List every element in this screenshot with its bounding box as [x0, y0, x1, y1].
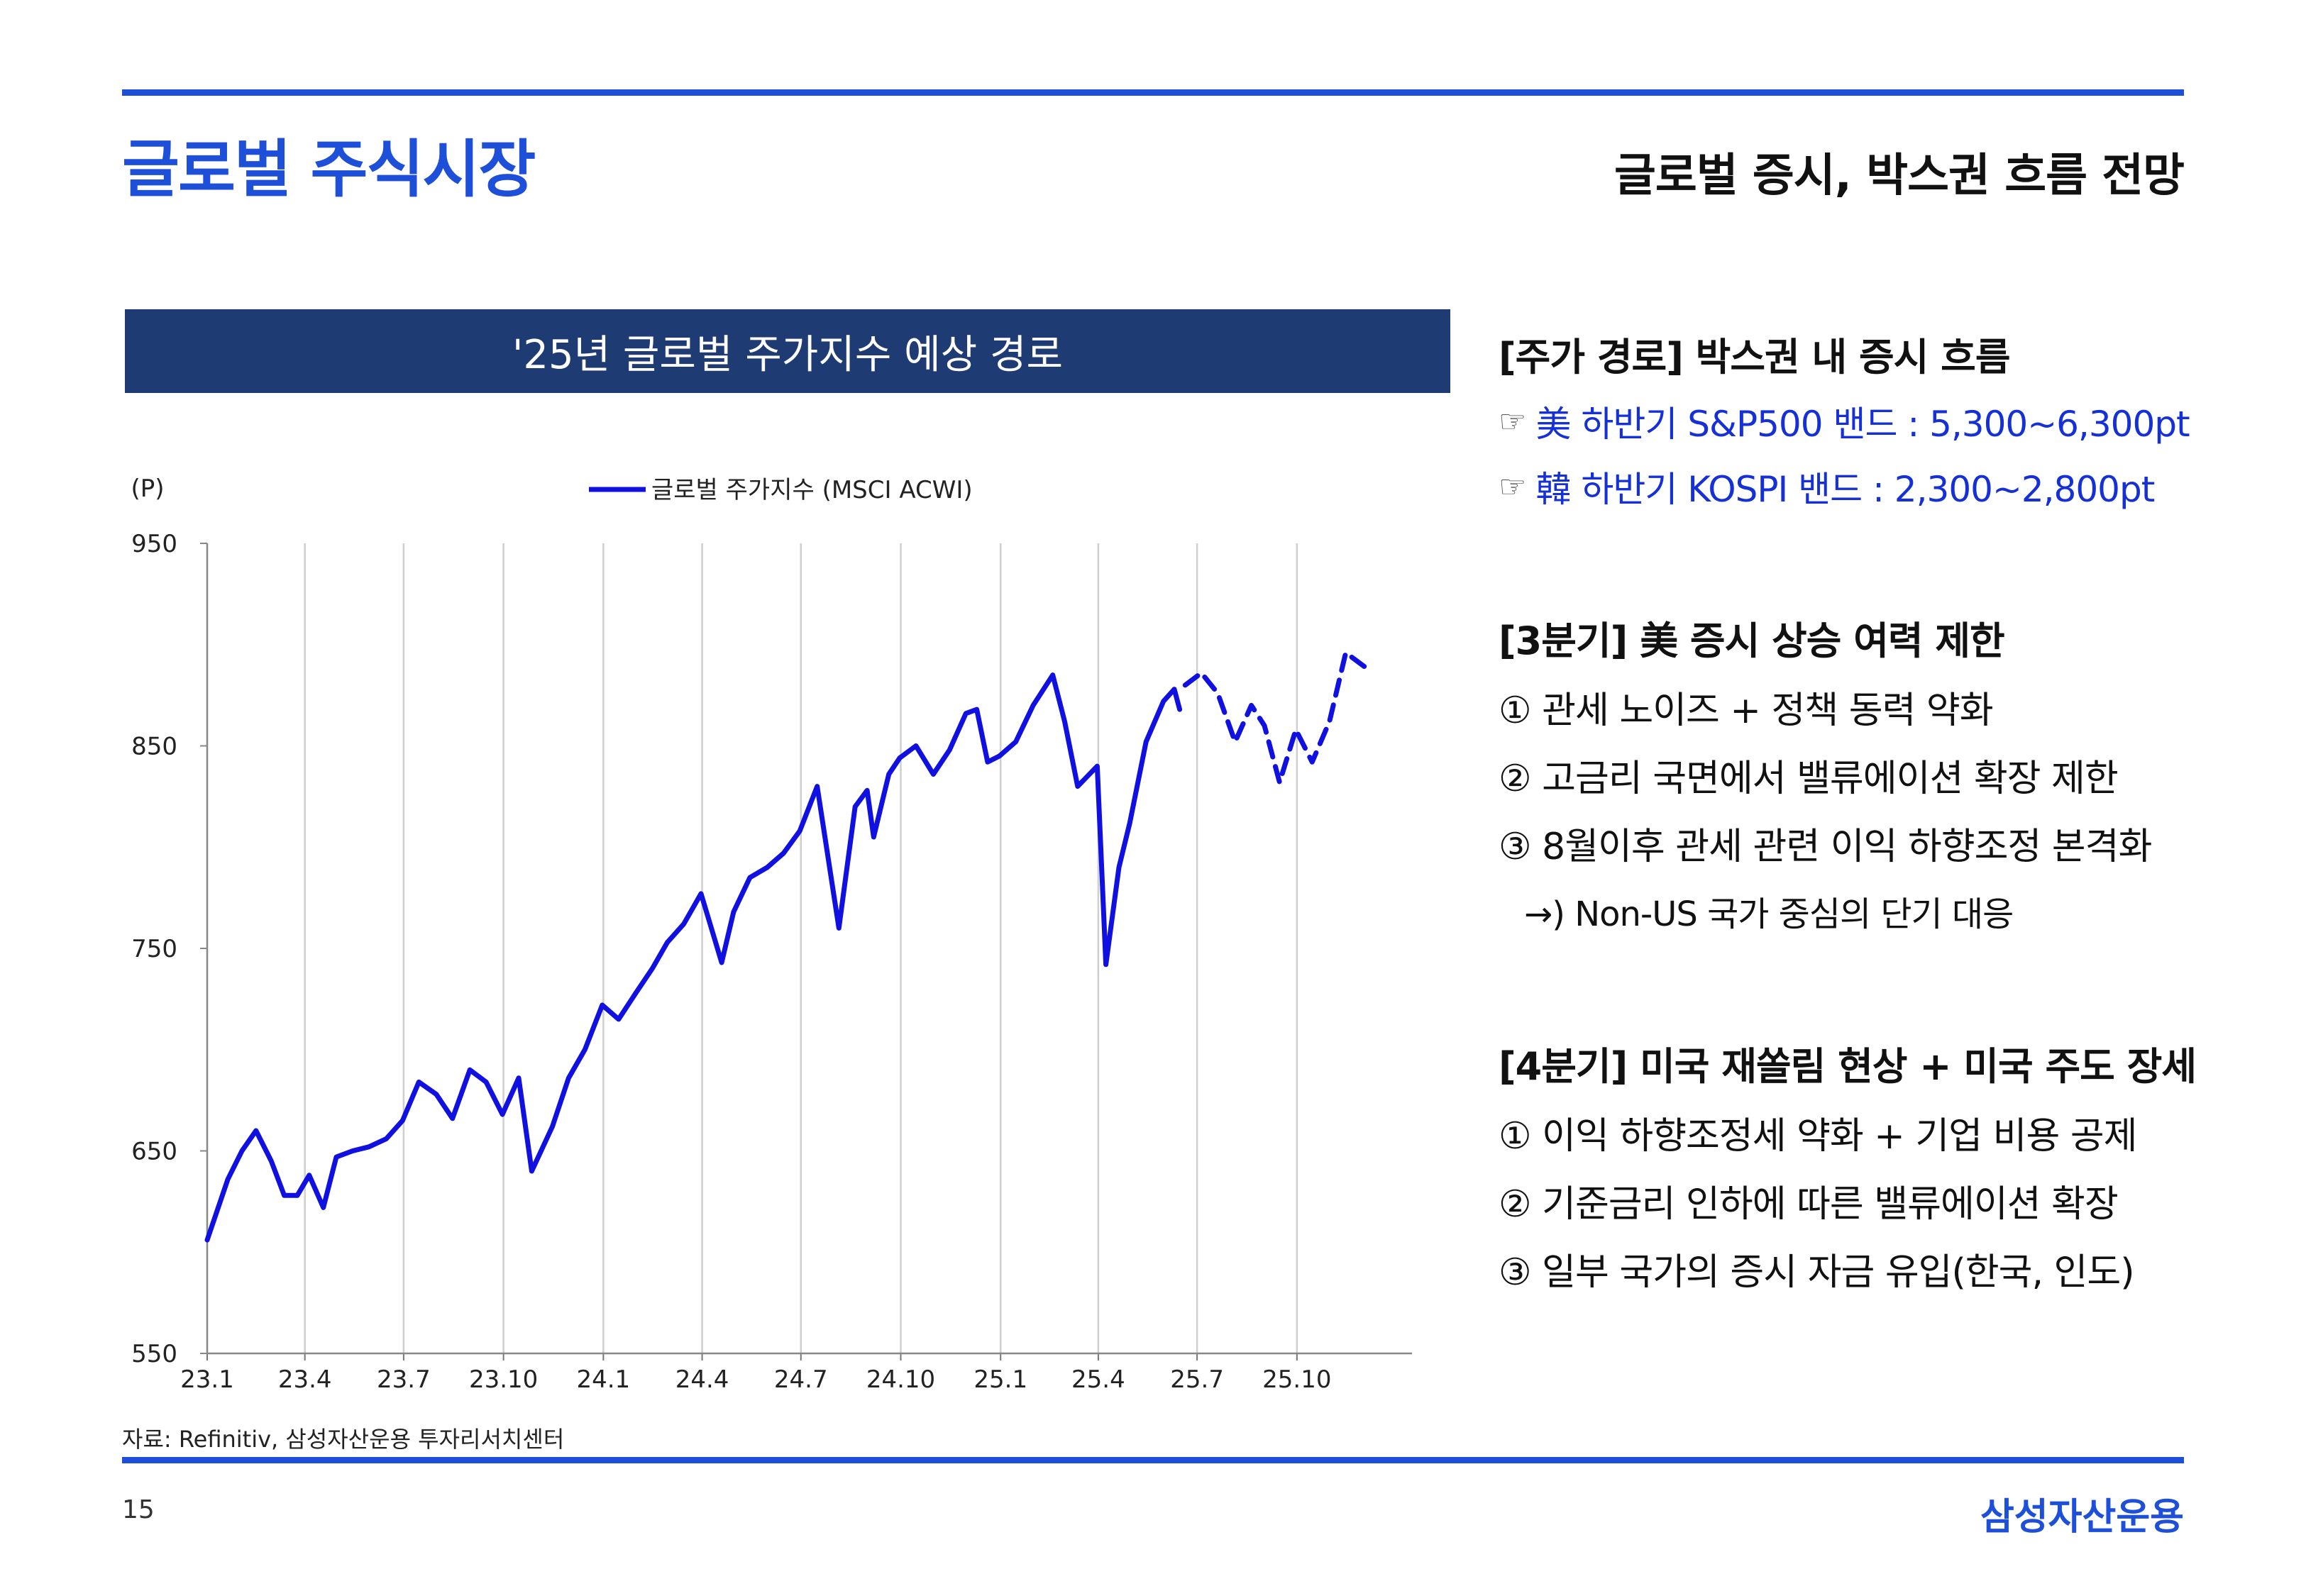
bullet-item: ① 이익 하향조정세 약화 + 기업 비용 공제 — [1499, 1114, 2138, 1158]
source-note: 자료: Refinitiv, 삼성자산운용 투자리서치센터 — [122, 1426, 565, 1453]
x-tick-label: 23.10 — [469, 1365, 538, 1394]
bottom-rule — [122, 1457, 2184, 1463]
band-item-text: 韓 하반기 KOSPI 밴드 : 2,300~2,800pt — [1535, 469, 2155, 510]
legend-label: 글로벌 주가지수 (MSCI ACWI) — [651, 476, 973, 504]
x-tick-label: 24.4 — [675, 1365, 729, 1394]
section-heading: [3분기] 美 증시 상승 여력 제한 — [1499, 618, 2005, 663]
chart-series — [204, 650, 1370, 1243]
y-tick-label: 650 — [131, 1138, 177, 1166]
section-heading: [4분기] 미국 재쏠림 현상 + 미국 주도 장세 — [1499, 1043, 2197, 1089]
page-number: 15 — [122, 1495, 155, 1524]
x-tick-label: 23.4 — [278, 1365, 332, 1394]
chart-axes: 23.1 23.4 23.7 23.10 24.1 24.4 24.7 24.10 25.1 25… — [131, 530, 1412, 1394]
chart-grid — [304, 543, 1298, 1353]
x-tick-label: 23.1 — [180, 1365, 234, 1394]
y-tick-label: 950 — [131, 530, 177, 558]
x-tick-label: 24.1 — [576, 1365, 630, 1394]
forecast-path-line — [1182, 650, 1370, 785]
x-tick-label: 25.4 — [1071, 1365, 1125, 1394]
commentary-panel: [주가 경로] 박스권 내 증시 흐름 ☞ 美 하반기 S&P500 밴드 : 5,… — [1499, 318, 2197, 1302]
y-tick-label: 750 — [131, 935, 177, 963]
band-item: ☞ 韓 하반기 KOSPI 밴드 : 2,300~2,800pt — [1499, 454, 2194, 519]
commentary-section: [3분기] 美 증시 상승 여력 제한 ① 관세 노이즈 + 정책 동력 약화 ② … — [1499, 602, 2194, 945]
y-tick-label: 550 — [131, 1340, 177, 1368]
x-tick-label: 25.7 — [1170, 1365, 1224, 1394]
x-tick-label: 24.10 — [866, 1365, 935, 1394]
y-axis-label: (P) — [131, 475, 164, 503]
band-item: ☞ 美 하반기 S&P500 밴드 : 5,300~6,300pt — [1499, 389, 2194, 454]
x-tick-label: 25.10 — [1262, 1365, 1331, 1394]
bullet-item: ② 기준금리 인하에 따른 밸류에이션 확장 — [1499, 1182, 2119, 1226]
y-tick-label: 850 — [131, 733, 177, 761]
commentary-section: [4분기] 미국 재쏠림 현상 + 미국 주도 장세 ① 이익 하향조정세 약화 … — [1499, 1027, 2197, 1302]
bullet-item: ② 고금리 국면에서 밸류에이션 확장 제한 — [1499, 757, 2119, 800]
page-title: 글로벌 주식시장 — [122, 133, 536, 206]
series-line — [204, 672, 1183, 1243]
chart-legend: 글로벌 주가지수 (MSCI ACWI) — [589, 476, 973, 504]
bullet-item: ③ 8월이후 관세 관련 이익 하향조정 본격화 — [1499, 825, 2152, 868]
band-item-text: 美 하반기 S&P500 밴드 : 5,300~6,300pt — [1535, 404, 2190, 445]
top-rule — [122, 89, 2184, 96]
x-tick-label: 23.7 — [377, 1365, 431, 1394]
brand-logo: 삼성자산운용 — [1980, 1496, 2184, 1539]
pointing-hand-icon: ☞ — [1499, 403, 1526, 440]
page-subtitle: 글로벌 증시, 박스권 흐름 전망 — [1614, 150, 2185, 202]
bullet-item: →) Non-US 국가 중심의 단기 대응 — [1524, 894, 2014, 934]
x-tick-label: 24.7 — [774, 1365, 828, 1394]
chart-header: '25년 글로벌 주가지수 예상 경로 — [125, 309, 1450, 393]
chart: 23.1 23.4 23.7 23.10 24.1 24.4 24.7 24.10 25.1 25… — [131, 475, 1412, 1394]
commentary-section: [주가 경로] 박스권 내 증시 흐름 ☞ 美 하반기 S&P500 밴드 : 5,… — [1499, 318, 2194, 519]
x-tick-label: 25.1 — [973, 1365, 1027, 1394]
pointing-hand-icon: ☞ — [1499, 468, 1526, 505]
bullet-item: ① 관세 노이즈 + 정책 동력 약화 — [1499, 689, 1994, 732]
section-heading: [주가 경로] 박스권 내 증시 흐름 — [1499, 334, 2011, 379]
bullet-item: ③ 일부 국가의 증시 자금 유입(한국, 인도) — [1499, 1251, 2135, 1294]
